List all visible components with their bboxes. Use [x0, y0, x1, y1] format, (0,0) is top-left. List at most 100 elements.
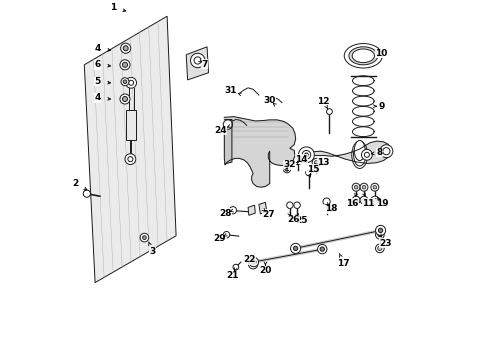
Circle shape: [377, 233, 381, 237]
Circle shape: [362, 198, 365, 202]
Text: 17: 17: [337, 259, 349, 268]
Text: 8: 8: [376, 148, 382, 157]
Circle shape: [372, 198, 376, 202]
Circle shape: [377, 246, 381, 251]
Circle shape: [121, 43, 130, 53]
Circle shape: [370, 196, 378, 204]
Text: 18: 18: [324, 204, 336, 213]
Circle shape: [120, 94, 130, 104]
Circle shape: [128, 80, 133, 85]
Circle shape: [249, 257, 258, 267]
Circle shape: [311, 158, 320, 167]
Text: 13: 13: [317, 158, 329, 167]
Text: 3: 3: [149, 248, 156, 256]
Circle shape: [359, 196, 367, 204]
Text: 22: 22: [243, 256, 255, 264]
Circle shape: [359, 183, 367, 191]
Ellipse shape: [353, 144, 365, 166]
Polygon shape: [84, 16, 176, 283]
Text: 25: 25: [295, 216, 307, 225]
Circle shape: [293, 246, 297, 251]
Text: 4: 4: [94, 44, 101, 53]
Circle shape: [364, 152, 368, 157]
Circle shape: [361, 149, 371, 160]
Circle shape: [317, 244, 326, 254]
Circle shape: [379, 145, 392, 158]
Circle shape: [248, 260, 257, 269]
Circle shape: [229, 207, 236, 214]
Ellipse shape: [351, 49, 374, 63]
Text: 16: 16: [346, 199, 358, 207]
Circle shape: [223, 231, 229, 238]
Circle shape: [123, 80, 126, 84]
Circle shape: [375, 244, 384, 253]
Text: 28: 28: [218, 209, 231, 217]
Circle shape: [351, 183, 359, 191]
Circle shape: [122, 96, 127, 102]
Text: 23: 23: [379, 239, 391, 248]
Text: 5: 5: [94, 77, 101, 86]
Circle shape: [190, 53, 204, 68]
Text: 1: 1: [110, 4, 116, 13]
Text: 31: 31: [224, 86, 237, 95]
Circle shape: [354, 198, 357, 202]
Ellipse shape: [348, 47, 377, 65]
Circle shape: [286, 202, 292, 208]
Circle shape: [127, 157, 133, 162]
Text: 24: 24: [214, 126, 226, 135]
Circle shape: [354, 185, 357, 189]
Circle shape: [121, 78, 129, 86]
Circle shape: [250, 262, 255, 266]
Text: 15: 15: [306, 165, 319, 174]
Circle shape: [320, 247, 324, 251]
Circle shape: [140, 233, 148, 242]
Circle shape: [326, 109, 332, 114]
Circle shape: [322, 198, 329, 205]
Ellipse shape: [354, 140, 365, 161]
Text: 11: 11: [362, 199, 374, 207]
Circle shape: [223, 120, 232, 129]
Circle shape: [375, 230, 384, 239]
Text: 19: 19: [375, 199, 387, 208]
Text: 4: 4: [94, 94, 101, 103]
Circle shape: [123, 46, 128, 51]
Text: 21: 21: [226, 271, 239, 280]
Circle shape: [293, 156, 302, 165]
Text: 12: 12: [317, 97, 329, 106]
Circle shape: [283, 166, 290, 173]
Circle shape: [295, 158, 299, 162]
Circle shape: [194, 57, 201, 64]
Text: 9: 9: [377, 102, 384, 111]
Circle shape: [293, 202, 300, 208]
Circle shape: [285, 167, 288, 171]
Circle shape: [305, 170, 311, 176]
Circle shape: [83, 190, 90, 197]
Circle shape: [125, 154, 136, 165]
Circle shape: [125, 77, 136, 88]
Circle shape: [375, 225, 385, 235]
Ellipse shape: [344, 44, 382, 68]
Circle shape: [232, 264, 238, 270]
Text: 27: 27: [262, 210, 274, 219]
Polygon shape: [304, 141, 390, 163]
Circle shape: [362, 185, 365, 189]
Circle shape: [298, 147, 314, 163]
Text: 29: 29: [213, 234, 226, 243]
Circle shape: [370, 183, 378, 191]
Text: 20: 20: [259, 266, 271, 275]
Text: 2: 2: [72, 179, 78, 188]
Circle shape: [351, 196, 359, 204]
Text: 26: 26: [286, 215, 299, 224]
Ellipse shape: [351, 141, 367, 168]
Text: 14: 14: [294, 155, 307, 163]
Polygon shape: [224, 120, 231, 164]
Polygon shape: [224, 117, 295, 187]
Circle shape: [378, 228, 382, 233]
Polygon shape: [186, 47, 208, 80]
Polygon shape: [258, 202, 266, 214]
Text: 30: 30: [263, 96, 275, 105]
Circle shape: [142, 236, 146, 239]
Circle shape: [314, 161, 318, 165]
Circle shape: [122, 62, 127, 67]
Text: 10: 10: [374, 49, 386, 58]
